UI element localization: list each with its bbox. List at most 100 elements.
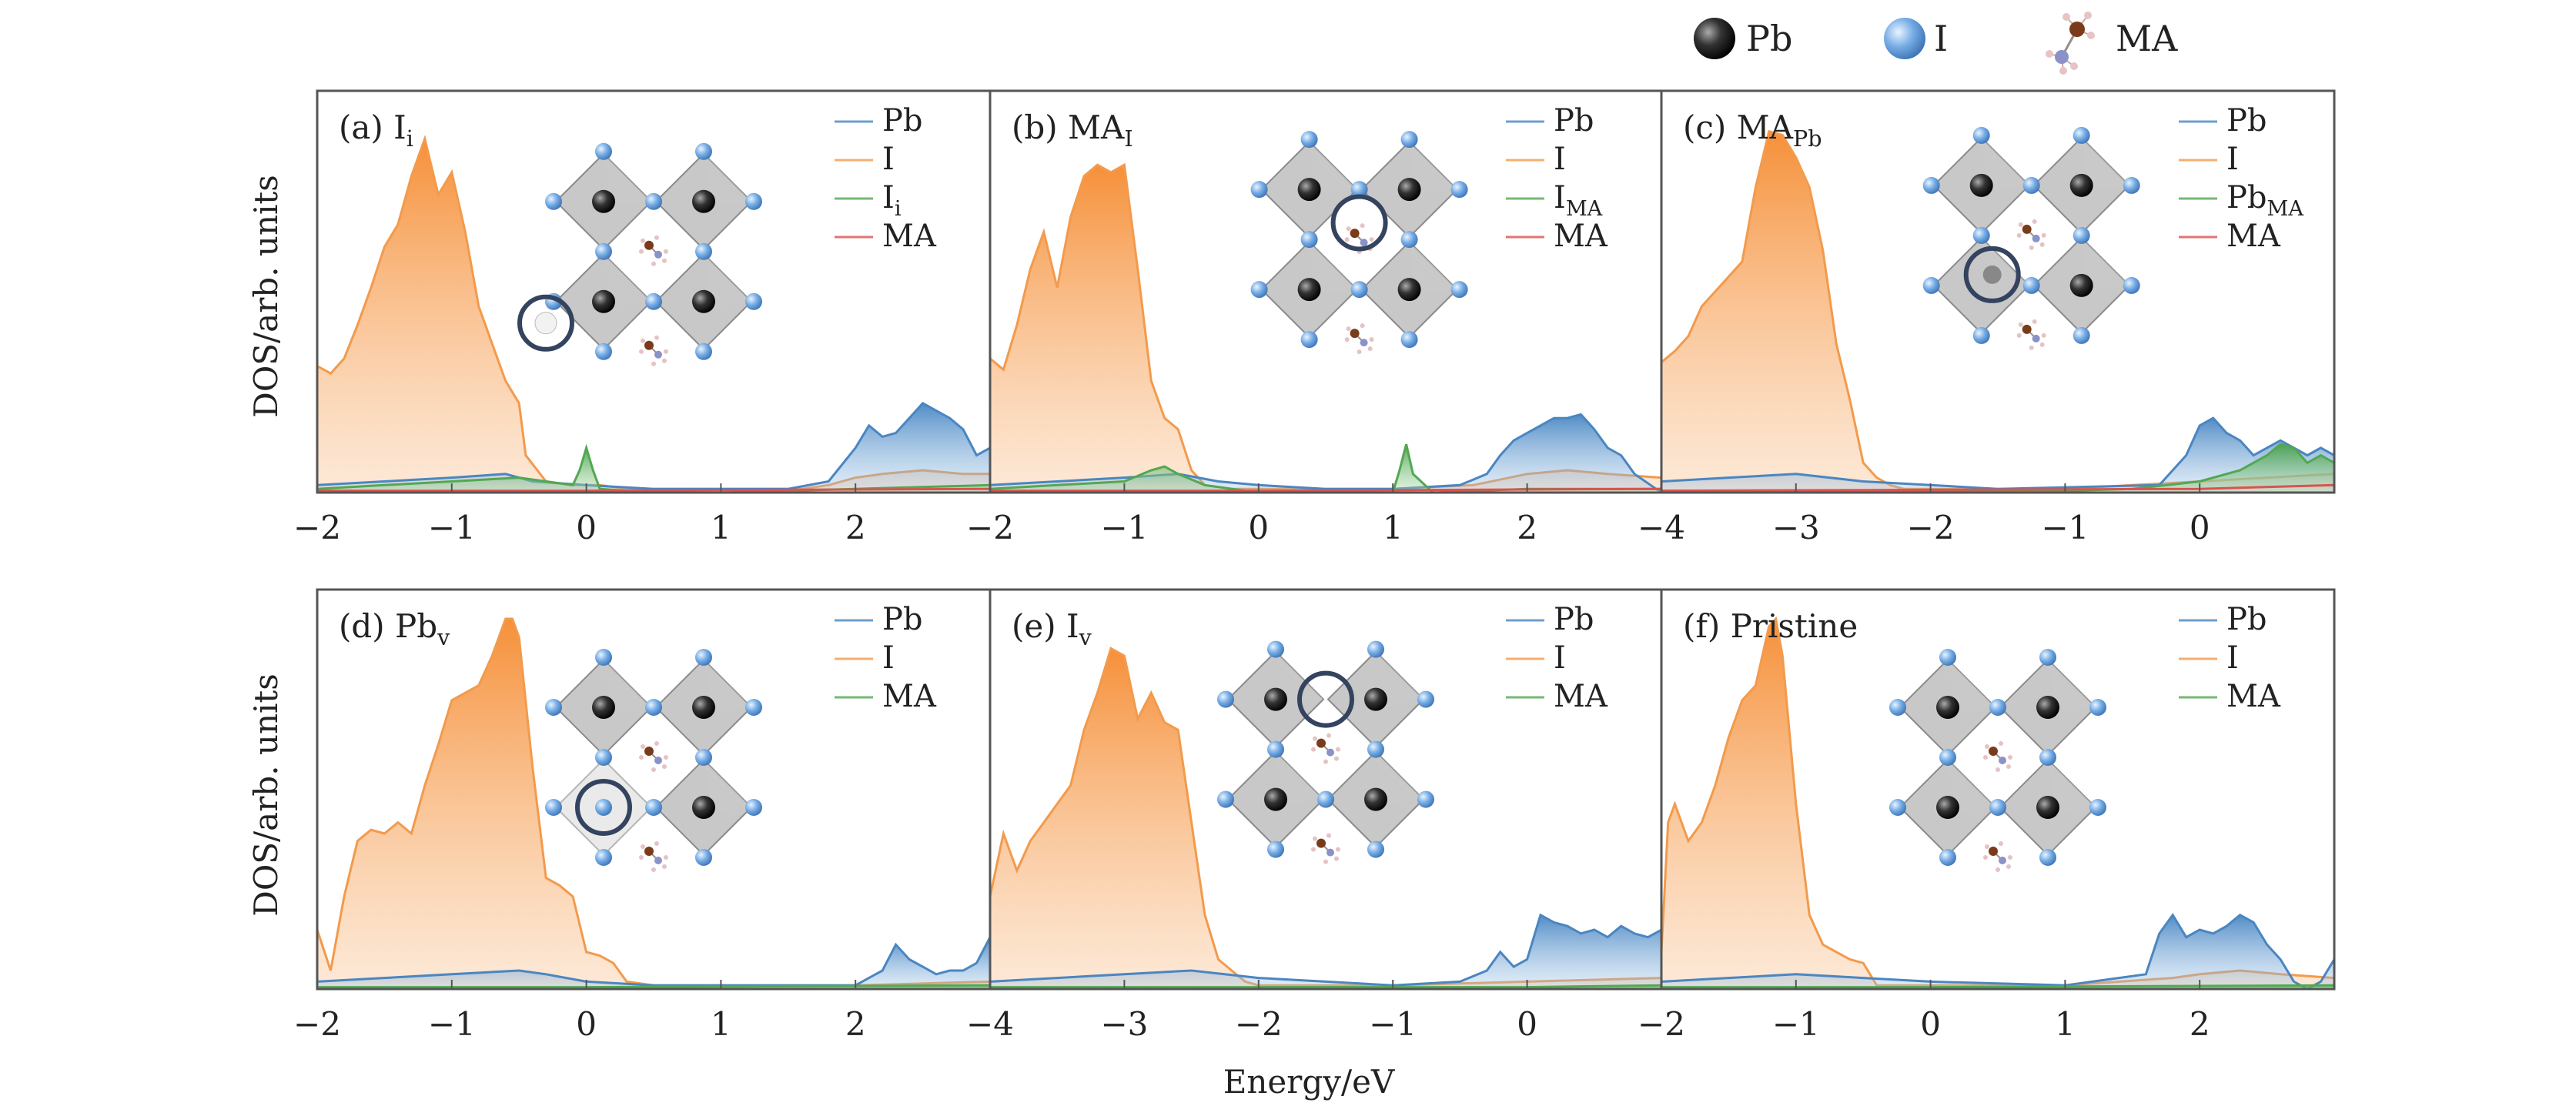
x-tick-label: 0	[2190, 509, 2210, 546]
series-line-pb	[990, 413, 1661, 493]
series-area-i	[317, 619, 990, 989]
x-tick-label: 0	[576, 509, 597, 546]
x-tick-label: −1	[1369, 1005, 1417, 1043]
x-tick-label: 1	[711, 1005, 731, 1043]
legend-entry: Pb	[882, 602, 923, 637]
defect-highlight-ring	[1330, 194, 1388, 252]
series-area-pb	[1661, 914, 2334, 989]
ylabel-bottom: DOS/arb. units	[247, 673, 285, 917]
x-tick-label: −3	[1772, 509, 1820, 546]
defect-highlight-ring	[1963, 246, 2021, 303]
x-tick-label: −1	[1100, 509, 1148, 546]
legend-entry: MA	[1554, 219, 1608, 254]
crystal-structure-inset	[1922, 126, 2140, 350]
legend-entry: I	[2226, 640, 2239, 676]
legend-entry: Pb	[2226, 103, 2267, 139]
panel-frame	[1660, 588, 2336, 991]
series-line-i	[317, 617, 990, 987]
x-tick-label: −4	[966, 1005, 1014, 1043]
pb-atom-icon	[1694, 18, 1735, 59]
legend-entry: MA	[882, 679, 937, 714]
series-line-pb	[317, 937, 990, 987]
i-atom-icon	[1884, 18, 1925, 59]
xlabel: Energy/eV	[1223, 1063, 1395, 1101]
plot-area	[990, 162, 1661, 493]
x-tick-label: −1	[428, 509, 476, 546]
x-tick-label: −2	[966, 509, 1014, 546]
x-tick-label: 1	[2055, 1005, 2076, 1043]
crystal-structure-inset	[1889, 648, 2106, 872]
crystal-structure-inset	[517, 142, 762, 366]
series-line-i-i	[317, 443, 990, 493]
series-area-i	[1661, 131, 2334, 493]
ylabel-top: DOS/arb. units	[247, 175, 285, 418]
legend-entry: I	[882, 142, 895, 177]
x-tick-label: 2	[2190, 1005, 2210, 1043]
atom-legend-label: I	[1934, 18, 1948, 59]
legend-entry: Pb	[1554, 602, 1594, 637]
x-tick-label: 1	[1383, 509, 1403, 546]
legend-entry: PbMA	[2226, 180, 2303, 221]
x-tick-label: 2	[1517, 509, 1537, 546]
crystal-structure-inset	[545, 648, 762, 872]
atom-legend-item-ma: MA	[2046, 12, 2178, 75]
x-tick-label: −1	[428, 1005, 476, 1043]
legend-entry: I	[882, 640, 895, 676]
defect-highlight-ring	[1297, 670, 1354, 728]
x-tick-label: −2	[293, 1005, 341, 1043]
x-tick-label: 0	[1248, 509, 1269, 546]
series-line-pb	[990, 913, 1661, 987]
defect-highlight-ring	[575, 778, 632, 836]
legend-entry: Ii	[882, 180, 902, 221]
legend-entry: Pb	[2226, 602, 2267, 637]
series-area-i	[990, 648, 1661, 989]
series-area-pb	[990, 914, 1661, 989]
panel-frame	[1660, 89, 2336, 494]
atom-legend-item-i: I	[1884, 18, 1948, 59]
atom-legend-label: Pb	[1746, 18, 1792, 59]
x-tick-label: −2	[1907, 509, 1955, 546]
series-area-pb	[990, 414, 1661, 493]
x-tick-label: 2	[845, 509, 866, 546]
x-tick-label: −1	[2041, 509, 2089, 546]
legend-entry: MA	[2226, 219, 2281, 254]
legend-entry: I	[2226, 142, 2239, 177]
panel-label: (d) Pbv	[339, 607, 450, 650]
panel-label: (f) Pristine	[1683, 607, 1858, 645]
panel-label: (a) Ii	[339, 109, 413, 152]
series-area-pb	[317, 937, 990, 989]
x-tick-label: −4	[1638, 509, 1685, 546]
defect-highlight-ring	[517, 294, 574, 352]
legend-entry: Pb	[882, 103, 923, 139]
series-line-i-ma	[990, 443, 1661, 493]
crystal-structure-inset	[1250, 131, 1468, 355]
series-line-pb-ma	[1661, 443, 2334, 493]
legend-entry: IMA	[1554, 180, 1603, 221]
x-tick-label: 0	[1517, 1005, 1537, 1043]
legend-entry: MA	[2226, 679, 2281, 714]
atom-legend-item-pb: Pb	[1694, 18, 1792, 59]
atom-legend-label: MA	[2116, 18, 2178, 59]
series-area-i-ma	[990, 444, 1661, 493]
x-tick-label: −2	[293, 509, 341, 546]
series-line-pb	[1661, 913, 2334, 989]
x-tick-label: −2	[1638, 1005, 1685, 1043]
legend-entry: I	[1554, 142, 1566, 177]
x-tick-label: 0	[1920, 1005, 1941, 1043]
x-tick-label: −2	[1235, 1005, 1283, 1043]
panel-label: (b) MAI	[1012, 109, 1133, 152]
x-tick-label: 1	[711, 509, 731, 546]
ma-molecule-icon	[2046, 12, 2095, 75]
x-tick-label: 0	[576, 1005, 597, 1043]
legend-entry: Pb	[1554, 103, 1594, 139]
